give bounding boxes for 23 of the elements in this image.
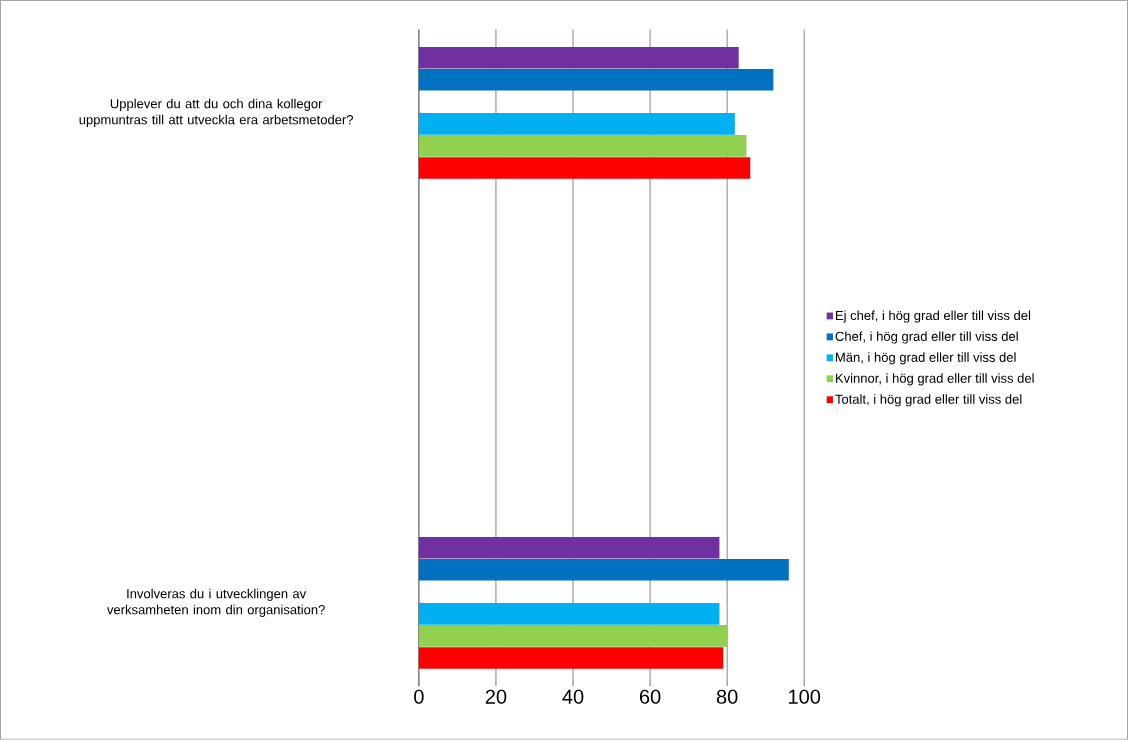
bar [418, 603, 720, 625]
bar [418, 113, 735, 135]
bar [418, 157, 751, 179]
x-tick-label: 80 [716, 689, 738, 704]
x-tick-label: 60 [639, 689, 661, 704]
legend-label: Totalt, i hög grad eller till viss del [835, 394, 1022, 407]
bar [418, 647, 724, 669]
bar [418, 47, 739, 69]
x-tick-label: 100 [789, 689, 821, 704]
bar [418, 537, 720, 559]
legend-label: Män, i hög grad eller till viss del [836, 352, 1016, 365]
bar [418, 135, 747, 157]
x-tick-label: 40 [562, 689, 584, 704]
y-tick-label: Upplever du att du och dina kollegor uppmuntras till att utveckla era arbetsmetoder? [79, 98, 354, 128]
y-tick-label: Involveras du i utvecklingen av verksamheten inom din organisation? [106, 588, 325, 618]
x-tick-label: 20 [485, 689, 507, 704]
legend-label: Ej chef, i hög grad eller till viss del [836, 310, 1031, 323]
legend-label: Kvinnor, i hög grad eller till viss del [836, 373, 1034, 386]
bar [418, 625, 728, 647]
bar [418, 559, 789, 581]
legend-label: Chef, i hög grad eller till viss del [835, 331, 1018, 344]
x-tick-label: 0 [414, 689, 424, 704]
bar [418, 69, 774, 91]
